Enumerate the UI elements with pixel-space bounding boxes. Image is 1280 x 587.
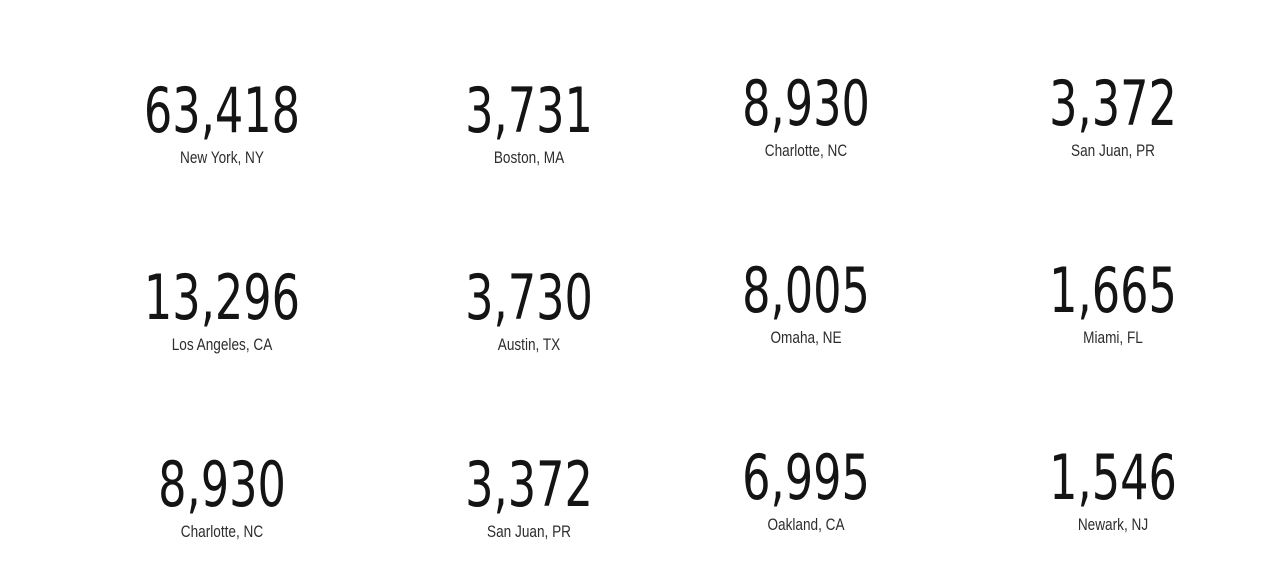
stat-card: 8,005 Omaha, NE (686, 260, 926, 347)
stat-value: 3,730 (465, 261, 593, 334)
stat-card: 3,372 San Juan, PR (409, 454, 649, 541)
stat-card: 6,995 Oakland, CA (686, 447, 926, 534)
stat-city-label: Charlotte, NC (180, 522, 264, 541)
stat-card: 63,418 New York, NY (102, 80, 342, 167)
stat-card: 1,665 Miami, FL (993, 260, 1233, 347)
stat-city-label: New York, NY (180, 148, 264, 167)
stat-value: 63,418 (143, 74, 301, 147)
stat-value: 3,372 (1049, 67, 1177, 140)
stat-card: 3,730 Austin, TX (409, 267, 649, 354)
stat-card: 13,296 Los Angeles, CA (102, 267, 342, 354)
stat-value: 6,995 (742, 441, 870, 514)
stat-card: 3,731 Boston, MA (409, 80, 649, 167)
stat-value: 8,005 (742, 254, 870, 327)
stat-city-label: San Juan, PR (1071, 141, 1155, 160)
stat-value: 8,930 (742, 67, 870, 140)
stat-city-label: Los Angeles, CA (171, 335, 273, 354)
stat-card: 8,930 Charlotte, NC (686, 73, 926, 160)
stat-city-label: Charlotte, NC (764, 141, 848, 160)
stat-city-label: San Juan, PR (487, 522, 571, 541)
stat-city-label: Oakland, CA (767, 515, 845, 534)
stat-value: 1,665 (1049, 254, 1177, 327)
stat-city-label: Boston, MA (493, 148, 565, 167)
stat-value: 3,731 (465, 74, 593, 147)
stat-value: 1,546 (1049, 441, 1177, 514)
stat-card: 3,372 San Juan, PR (993, 73, 1233, 160)
stat-value: 8,930 (158, 448, 286, 521)
stat-value: 3,372 (465, 448, 593, 521)
stat-value: 13,296 (143, 261, 301, 334)
stat-city-label: Omaha, NE (770, 328, 842, 347)
stat-city-label: Miami, FL (1083, 328, 1143, 347)
stat-card: 1,546 Newark, NJ (993, 447, 1233, 534)
stat-card: 8,930 Charlotte, NC (102, 454, 342, 541)
stat-city-label: Austin, TX (497, 335, 561, 354)
stat-city-label: Newark, NJ (1077, 515, 1149, 534)
